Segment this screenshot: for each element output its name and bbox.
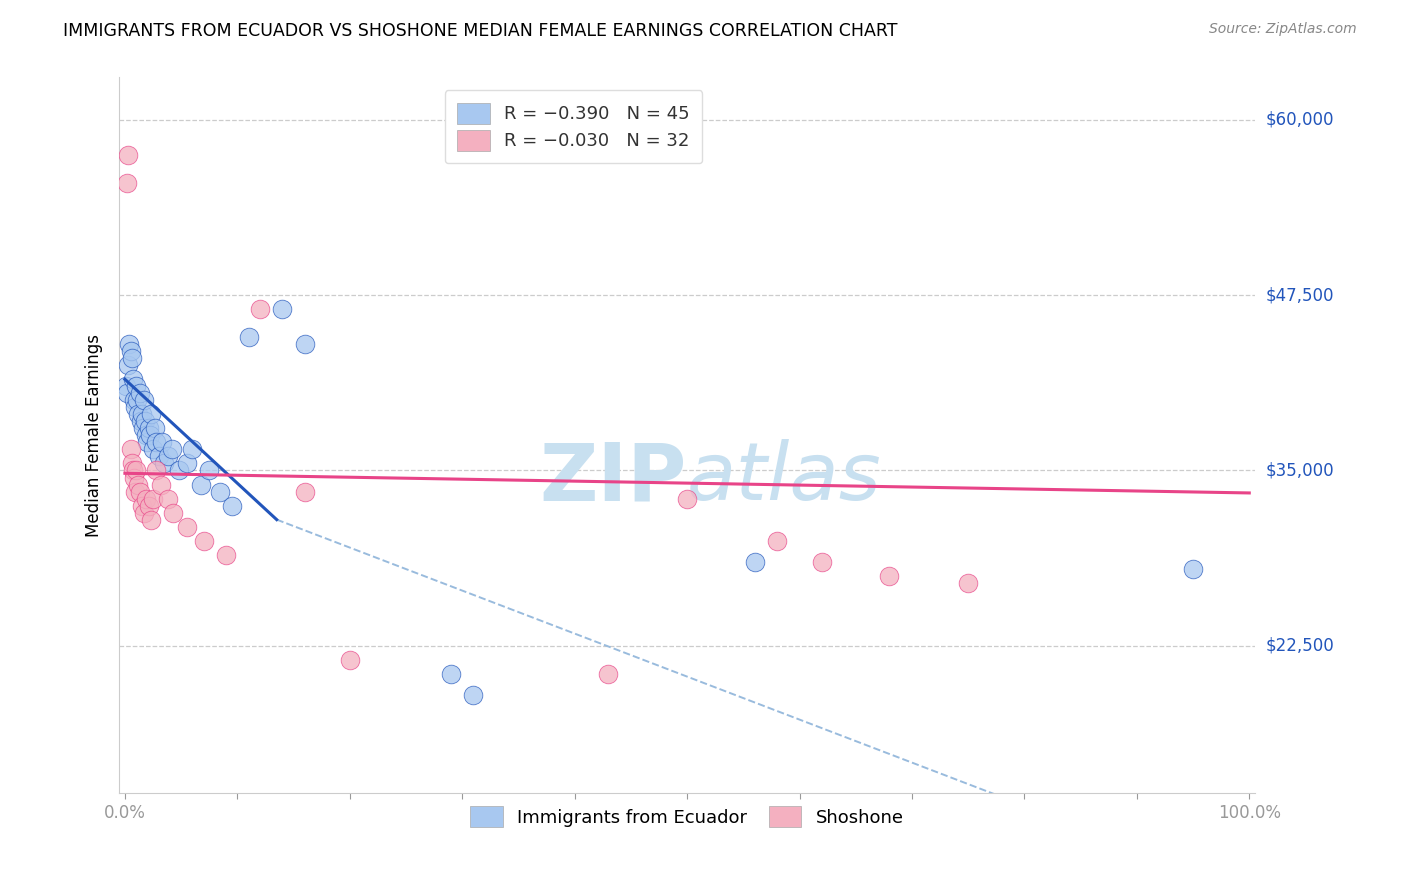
Point: [1182, 562, 1205, 576]
Point: [440, 667, 463, 681]
Point: [120, 442, 142, 457]
Point: [132, 506, 155, 520]
Text: $22,500: $22,500: [1265, 637, 1334, 655]
Point: [156, 491, 179, 506]
Point: [598, 667, 620, 681]
Point: [117, 358, 139, 372]
Point: [128, 386, 150, 401]
Text: IMMIGRANTS FROM ECUADOR VS SHOSHONE MEDIAN FEMALE EARNINGS CORRELATION CHART: IMMIGRANTS FROM ECUADOR VS SHOSHONE MEDI…: [63, 22, 898, 40]
Text: Source: ZipAtlas.com: Source: ZipAtlas.com: [1209, 22, 1357, 37]
Point: [879, 568, 901, 582]
Text: $60,000: $60,000: [1265, 111, 1334, 128]
Point: [215, 548, 238, 562]
Point: [463, 688, 485, 702]
Point: [131, 499, 153, 513]
Point: [221, 499, 243, 513]
Point: [125, 379, 148, 393]
Point: [193, 533, 215, 548]
Point: [139, 513, 162, 527]
Point: [145, 463, 167, 477]
Point: [127, 393, 149, 408]
Point: [167, 463, 190, 477]
Point: [136, 435, 159, 450]
Point: [128, 484, 150, 499]
Point: [127, 477, 149, 491]
Point: [676, 491, 699, 506]
Point: [294, 337, 316, 351]
Point: [271, 301, 294, 316]
Point: [120, 344, 142, 359]
Point: [121, 457, 143, 471]
Point: [744, 555, 766, 569]
Legend: Immigrants from Ecuador, Shoshone: Immigrants from Ecuador, Shoshone: [463, 799, 911, 834]
Point: [115, 176, 138, 190]
Point: [153, 457, 176, 471]
Point: [198, 463, 221, 477]
Point: [766, 533, 789, 548]
Point: [142, 442, 165, 457]
Point: [339, 653, 361, 667]
Point: [139, 408, 162, 422]
Point: [148, 450, 170, 464]
Point: [122, 393, 145, 408]
Text: ZIP: ZIP: [540, 440, 688, 517]
Point: [132, 421, 155, 435]
Point: [121, 351, 143, 366]
Point: [162, 506, 184, 520]
Point: [118, 337, 141, 351]
Point: [156, 450, 179, 464]
Point: [145, 435, 167, 450]
Point: [149, 477, 172, 491]
Point: [132, 393, 155, 408]
Text: $47,500: $47,500: [1265, 286, 1334, 304]
Point: [138, 428, 160, 442]
Text: atlas: atlas: [688, 440, 882, 517]
Point: [176, 457, 198, 471]
Point: [209, 484, 232, 499]
Point: [135, 428, 157, 442]
Point: [117, 147, 139, 161]
Point: [115, 386, 138, 401]
Point: [190, 477, 212, 491]
Point: [138, 421, 160, 435]
Point: [143, 421, 166, 435]
Point: [124, 401, 146, 415]
Point: [115, 379, 138, 393]
Point: [131, 408, 153, 422]
Point: [294, 484, 316, 499]
Point: [957, 575, 980, 590]
Point: [124, 484, 146, 499]
Point: [127, 408, 149, 422]
Point: [811, 555, 834, 569]
Point: [138, 499, 160, 513]
Point: [142, 491, 165, 506]
Y-axis label: Median Female Earnings: Median Female Earnings: [86, 334, 103, 537]
Point: [238, 330, 260, 344]
Point: [121, 463, 143, 477]
Point: [122, 470, 145, 484]
Point: [129, 414, 152, 428]
Point: [150, 435, 173, 450]
Point: [135, 491, 157, 506]
Point: [249, 301, 271, 316]
Point: [134, 414, 156, 428]
Point: [181, 442, 204, 457]
Point: [160, 442, 183, 457]
Point: [125, 463, 148, 477]
Point: [121, 372, 143, 386]
Text: $35,000: $35,000: [1265, 461, 1334, 480]
Point: [176, 519, 198, 533]
